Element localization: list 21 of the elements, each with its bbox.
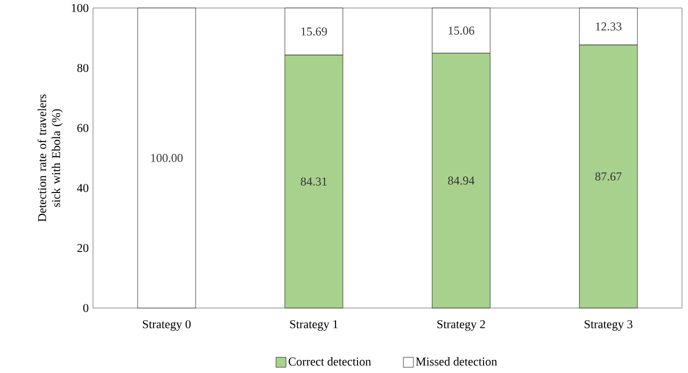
y-tick-label: 60 — [77, 124, 88, 132]
data-label: 87.67 — [595, 172, 622, 181]
y-tick-label: 80 — [77, 64, 88, 72]
data-label: 84.94 — [448, 176, 474, 185]
x-tick-label: Strategy 3 — [584, 320, 632, 331]
bar — [137, 8, 196, 308]
x-tick-label: Strategy 2 — [437, 320, 485, 331]
y-tick-label: 40 — [77, 184, 88, 192]
legend-label: Correct detection — [288, 357, 371, 366]
data-label: 15.06 — [448, 26, 474, 35]
legend-label: Missed detection — [416, 357, 498, 366]
data-label: 12.33 — [596, 22, 622, 31]
data-label: 15.69 — [301, 27, 327, 36]
data-label: 100.00 — [151, 154, 183, 162]
data-label: 84.31 — [300, 177, 327, 186]
y-tick-label: 20 — [77, 244, 88, 252]
y-tick-label: 100 — [72, 4, 88, 12]
x-tick-label: Strategy 0 — [142, 320, 191, 331]
y-tick-label: 0 — [83, 304, 88, 312]
x-tick-label: Strategy 1 — [290, 320, 338, 331]
y-axis-title: Detection rate of travelers sick with Ebola (%) — [38, 94, 63, 222]
